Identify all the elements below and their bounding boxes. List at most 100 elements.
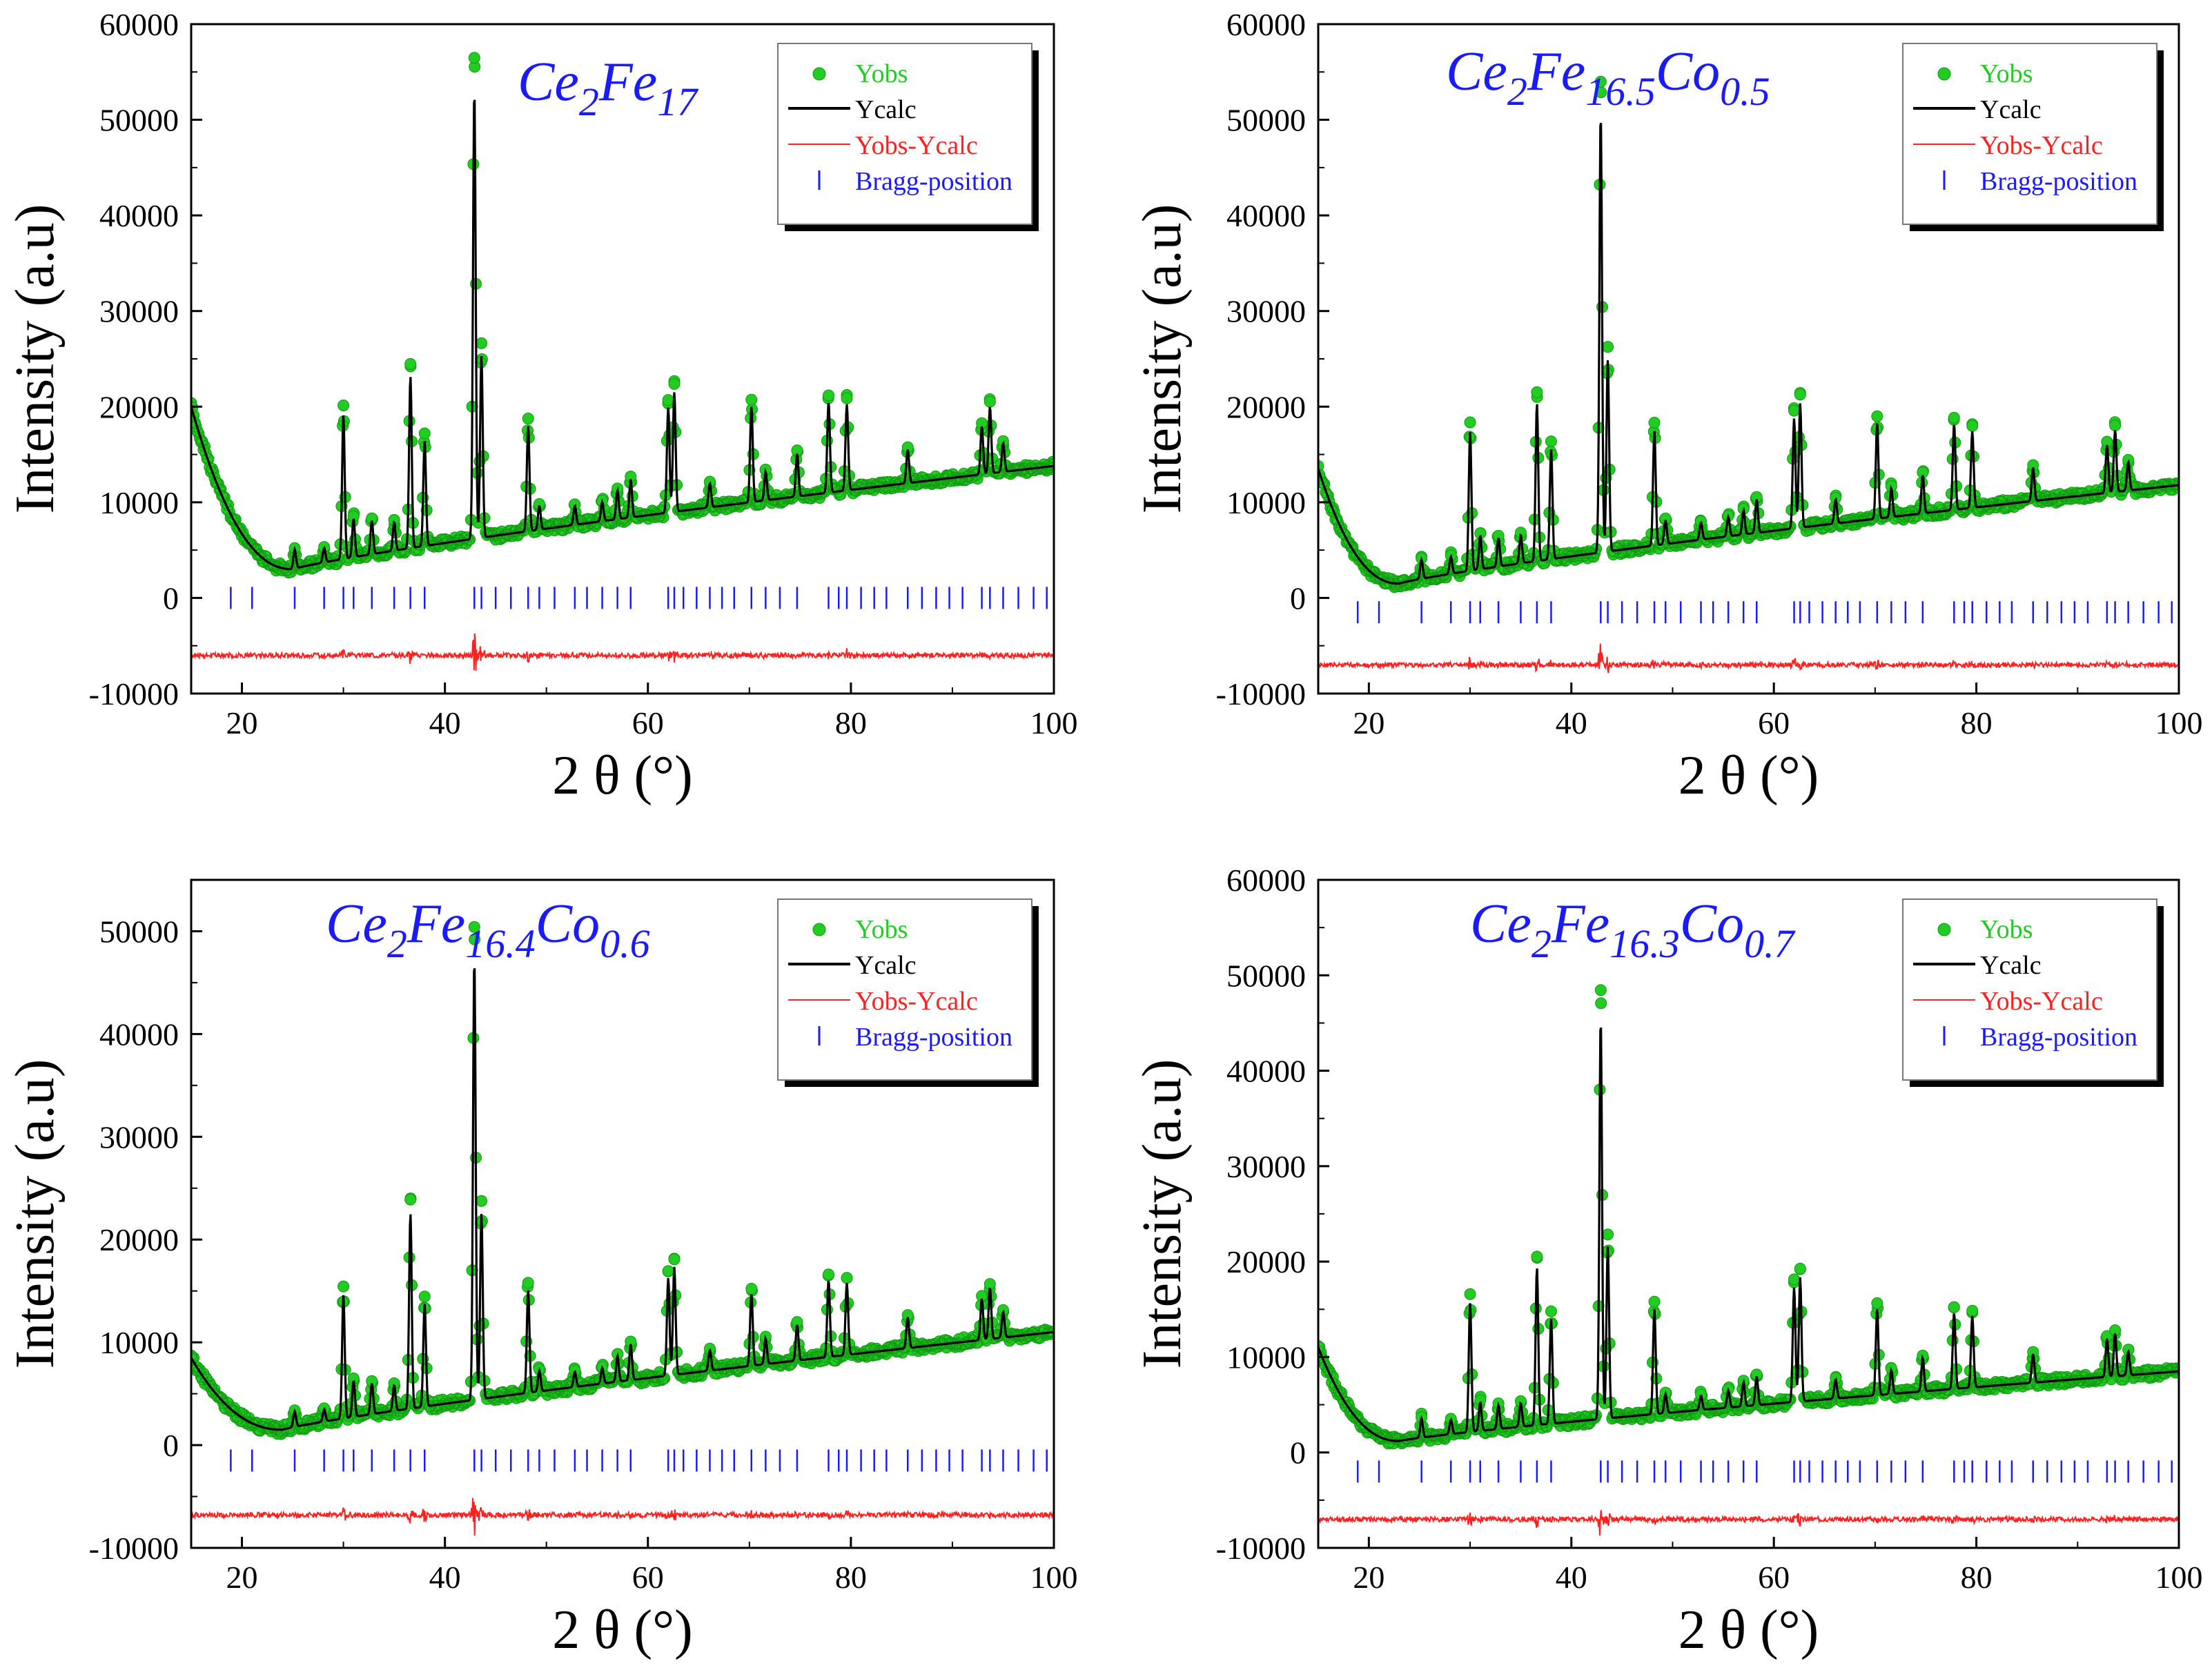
y-tick-label: 20000	[99, 1222, 179, 1257]
yobs-peak-point	[522, 1277, 534, 1289]
legend-label-diff: Yobs-Ycalc	[855, 131, 978, 160]
x-tick-label: 20	[226, 1560, 258, 1595]
y-tick-label: 30000	[99, 1119, 179, 1155]
yobs-peak-point	[1531, 1250, 1543, 1263]
x-tick-label: 20	[1353, 705, 1384, 740]
x-axis-label: 2 θ (°)	[1678, 745, 1819, 806]
yobs-peak-point	[662, 1265, 674, 1277]
legend-label-bragg: Bragg-position	[1980, 1023, 2137, 1052]
yobs-peak-point	[337, 1280, 350, 1293]
legend: Yobs Ycalc Yobs-Ycalc Bragg-position	[1902, 899, 2164, 1087]
title-subscript: 17	[657, 79, 698, 124]
legend: Yobs Ycalc Yobs-Ycalc Bragg-position	[777, 43, 1039, 231]
plot-area	[1318, 75, 2179, 674]
y-tick-label: 60000	[99, 7, 179, 42]
x-axis-label: 2 θ (°)	[1678, 1600, 1819, 1660]
yobs-peak-point	[418, 427, 431, 440]
y-axis-label: Intensity (a.u)	[1132, 1059, 1193, 1369]
yobs-peak-point	[1794, 389, 1806, 401]
y-tick-label: 30000	[99, 294, 179, 329]
y-tick-label: 50000	[99, 103, 179, 138]
x-tick-label: 20	[1353, 1560, 1384, 1595]
yobs-peak-point	[1545, 1305, 1557, 1317]
title-subscript: 2	[1531, 921, 1552, 966]
y-tick-label: 40000	[99, 1017, 179, 1052]
yobs-peak-point	[668, 377, 681, 390]
title-part: Co	[1656, 41, 1720, 102]
yobs-peak-point	[745, 393, 758, 406]
legend-yobs-marker	[1937, 923, 1951, 936]
title-subscript: 2	[387, 921, 407, 966]
yobs-peak-point	[404, 357, 417, 370]
x-tick-label: 80	[1961, 1560, 1993, 1595]
yobs-peak-point	[662, 394, 674, 406]
y-tick-label: 20000	[1226, 389, 1306, 424]
legend: Yobs Ycalc Yobs-Ycalc Bragg-position	[777, 899, 1039, 1087]
yobs-peak-point	[468, 921, 480, 933]
series-difference-line	[191, 634, 1054, 671]
y-tick-label: 50000	[1226, 958, 1306, 993]
legend-label-ycalc: Ycalc	[1980, 951, 2042, 980]
y-tick-label: 30000	[1226, 1149, 1306, 1184]
y-tick-label: 30000	[1226, 294, 1306, 329]
legend-label-yobs: Yobs	[1980, 915, 2033, 944]
x-tick-label: 60	[1758, 705, 1790, 740]
x-tick-label: 60	[632, 1560, 664, 1595]
x-tick-label: 40	[1556, 1560, 1587, 1595]
legend-label-bragg: Bragg-position	[855, 1023, 1012, 1052]
x-tick-label: 100	[1030, 705, 1078, 740]
yobs-peak-point	[1464, 1288, 1476, 1300]
y-tick-label: -10000	[89, 676, 179, 711]
x-tick-label: 20	[226, 705, 258, 740]
legend-label-yobs: Yobs	[855, 59, 908, 88]
title-subscript: 16.4	[465, 921, 536, 966]
title-part: Fe	[1551, 894, 1609, 954]
legend-yobs-marker	[1937, 67, 1951, 81]
y-tick-label: 50000	[99, 914, 179, 949]
yobs-peak-point	[823, 389, 835, 402]
y-tick-label: 0	[1290, 580, 1306, 616]
legend: Yobs Ycalc Yobs-Ycalc Bragg-position	[1902, 43, 2164, 231]
yobs-peak-point	[1794, 1262, 1806, 1275]
title-part: Ce	[518, 52, 579, 112]
title-part: Co	[536, 894, 600, 954]
y-tick-label: 40000	[1226, 1054, 1306, 1089]
chart-title: Ce2Fe17	[518, 52, 698, 124]
series-ycalc-line	[1318, 1027, 2179, 1442]
legend-label-ycalc: Ycalc	[855, 95, 917, 124]
yobs-peak-point	[1648, 416, 1661, 429]
yobs-peak-point	[1464, 416, 1476, 429]
yobs-peak-point	[1531, 386, 1543, 398]
yobs-peak-point	[476, 337, 488, 349]
y-tick-label: 50000	[1226, 103, 1306, 138]
legend-yobs-marker	[812, 923, 826, 936]
x-tick-label: 80	[835, 1560, 867, 1595]
plot-area	[191, 921, 1054, 1536]
yobs-peak-point	[841, 392, 853, 404]
yobs-peak-point	[823, 1268, 835, 1281]
chart-title: Ce2Fe16.5Co0.5	[1446, 41, 1770, 114]
x-axis-label: 2 θ (°)	[552, 745, 693, 806]
x-tick-label: 80	[835, 705, 867, 740]
legend-label-diff: Yobs-Ycalc	[855, 987, 978, 1016]
y-tick-label: 20000	[99, 389, 179, 424]
legend-label-diff: Yobs-Ycalc	[1980, 987, 2103, 1016]
legend-label-bragg: Bragg-position	[855, 167, 1012, 196]
title-part: Fe	[407, 894, 465, 954]
plot-frame	[190, 878, 1055, 1549]
x-tick-label: 100	[1030, 1560, 1078, 1595]
y-axis-label: Intensity (a.u)	[1132, 204, 1193, 514]
title-part: Fe	[598, 52, 657, 112]
legend-label-yobs: Yobs	[855, 915, 908, 944]
yobs-peak-point	[668, 1253, 681, 1266]
yobs-peak-point	[404, 1193, 417, 1206]
y-tick-label: -10000	[1216, 1531, 1306, 1566]
x-tick-label: 80	[1961, 705, 1993, 740]
x-tick-label: 40	[1556, 705, 1587, 740]
y-tick-label: 60000	[1226, 863, 1306, 898]
x-tick-label: 100	[2155, 1560, 2203, 1595]
legend-label-yobs: Yobs	[1980, 59, 2033, 88]
y-tick-label: 0	[1290, 1435, 1306, 1471]
legend-box	[777, 43, 1032, 225]
